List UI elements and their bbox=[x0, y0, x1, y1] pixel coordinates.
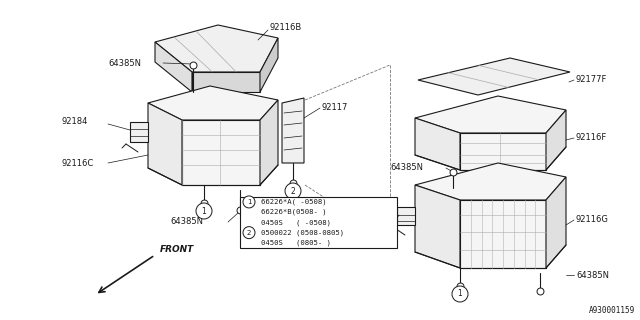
Polygon shape bbox=[260, 100, 278, 185]
Polygon shape bbox=[397, 207, 415, 225]
Text: 2: 2 bbox=[247, 230, 251, 236]
Text: 92184C: 92184C bbox=[360, 211, 392, 220]
Text: FRONT: FRONT bbox=[160, 245, 195, 254]
Polygon shape bbox=[155, 42, 192, 92]
Polygon shape bbox=[282, 98, 304, 163]
Circle shape bbox=[196, 203, 212, 219]
Polygon shape bbox=[155, 25, 278, 72]
Circle shape bbox=[452, 286, 468, 302]
Polygon shape bbox=[546, 177, 566, 268]
Text: 92116F: 92116F bbox=[576, 133, 607, 142]
Text: 64385N: 64385N bbox=[170, 218, 203, 227]
Polygon shape bbox=[148, 103, 182, 185]
Polygon shape bbox=[415, 118, 460, 170]
Circle shape bbox=[285, 183, 301, 199]
Text: 92177F: 92177F bbox=[576, 76, 607, 84]
Text: A930001159: A930001159 bbox=[589, 306, 635, 315]
Circle shape bbox=[243, 196, 255, 208]
Polygon shape bbox=[415, 163, 566, 200]
Text: 1: 1 bbox=[458, 290, 462, 299]
Text: 66226*B(0508- ): 66226*B(0508- ) bbox=[261, 209, 326, 215]
Text: 64385N: 64385N bbox=[108, 59, 141, 68]
Text: 0450S   ( -0508): 0450S ( -0508) bbox=[261, 219, 331, 226]
Text: 92116C: 92116C bbox=[62, 158, 94, 167]
Polygon shape bbox=[415, 96, 566, 133]
Polygon shape bbox=[418, 58, 570, 95]
Text: 2: 2 bbox=[291, 187, 296, 196]
Text: 64385N: 64385N bbox=[390, 164, 423, 172]
Text: 0450S   (0805- ): 0450S (0805- ) bbox=[261, 240, 331, 246]
Polygon shape bbox=[460, 133, 546, 170]
Text: 92117: 92117 bbox=[322, 103, 348, 113]
Text: 92116G: 92116G bbox=[576, 215, 609, 225]
Text: 1: 1 bbox=[247, 199, 252, 205]
Polygon shape bbox=[415, 185, 460, 268]
Polygon shape bbox=[192, 72, 260, 92]
Text: 66226*A( -0508): 66226*A( -0508) bbox=[261, 199, 326, 205]
Polygon shape bbox=[546, 110, 566, 170]
Text: 1: 1 bbox=[202, 206, 206, 215]
Polygon shape bbox=[460, 200, 546, 268]
Text: 64385N: 64385N bbox=[576, 270, 609, 279]
Polygon shape bbox=[260, 38, 278, 92]
Text: 92184: 92184 bbox=[62, 117, 88, 126]
Polygon shape bbox=[148, 86, 278, 120]
Text: 0500022 (0508-0805): 0500022 (0508-0805) bbox=[261, 229, 344, 236]
Bar bbox=[240, 197, 397, 248]
Polygon shape bbox=[130, 122, 148, 142]
Circle shape bbox=[243, 227, 255, 239]
Text: 92116B: 92116B bbox=[270, 23, 302, 33]
Polygon shape bbox=[182, 120, 260, 185]
